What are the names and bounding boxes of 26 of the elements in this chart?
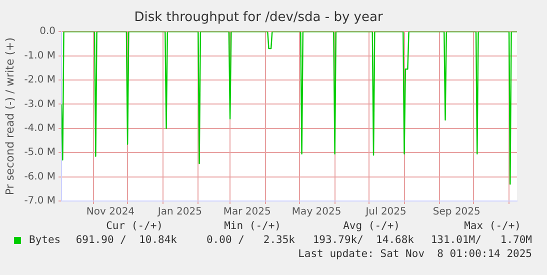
x-tick-label: Sep 2025 bbox=[432, 206, 480, 218]
y-tick-label: -7.0 M bbox=[24, 196, 56, 207]
x-tick-label: May 2025 bbox=[292, 206, 342, 218]
x-tick-label: Mar 2025 bbox=[223, 206, 271, 218]
text: Min (-/+) bbox=[224, 220, 281, 232]
text: Last update: Sat Nov 8 01:00:14 2025 bbox=[298, 248, 532, 260]
text: 131.01M/ 1.70M bbox=[430, 234, 532, 246]
y-tick-label: -2.0 M bbox=[24, 74, 56, 86]
y-tick-label: 0.0 bbox=[40, 26, 56, 38]
text: Cur (-/+) bbox=[106, 220, 163, 232]
chart-title: Disk throughput for /dev/sda - by year bbox=[134, 10, 384, 26]
text: Max (-/+) bbox=[464, 220, 521, 232]
x-tick-label: Jul 2025 bbox=[364, 206, 406, 218]
y-tick-label: -3.0 M bbox=[24, 98, 56, 110]
text: 0.00 / 2.35k bbox=[206, 234, 295, 246]
y-axis-title: Pr second read (-) / write (+) bbox=[3, 37, 16, 196]
text: 193.79k/ 14.68k bbox=[312, 234, 414, 246]
text: Avg (-/+) bbox=[343, 220, 400, 232]
y-tick-label: -5.0 M bbox=[24, 147, 56, 158]
y-tick-label: -1.0 M bbox=[24, 50, 56, 62]
x-tick-label: Nov 2024 bbox=[86, 206, 135, 218]
x-tick-label: Jan 2025 bbox=[156, 206, 202, 218]
y-tick-label: -4.0 M bbox=[24, 122, 56, 134]
text: 691.90 / 10.84k bbox=[76, 234, 177, 246]
legend-label: Bytes bbox=[29, 234, 61, 246]
y-tick-label: -6.0 M bbox=[24, 171, 56, 182]
